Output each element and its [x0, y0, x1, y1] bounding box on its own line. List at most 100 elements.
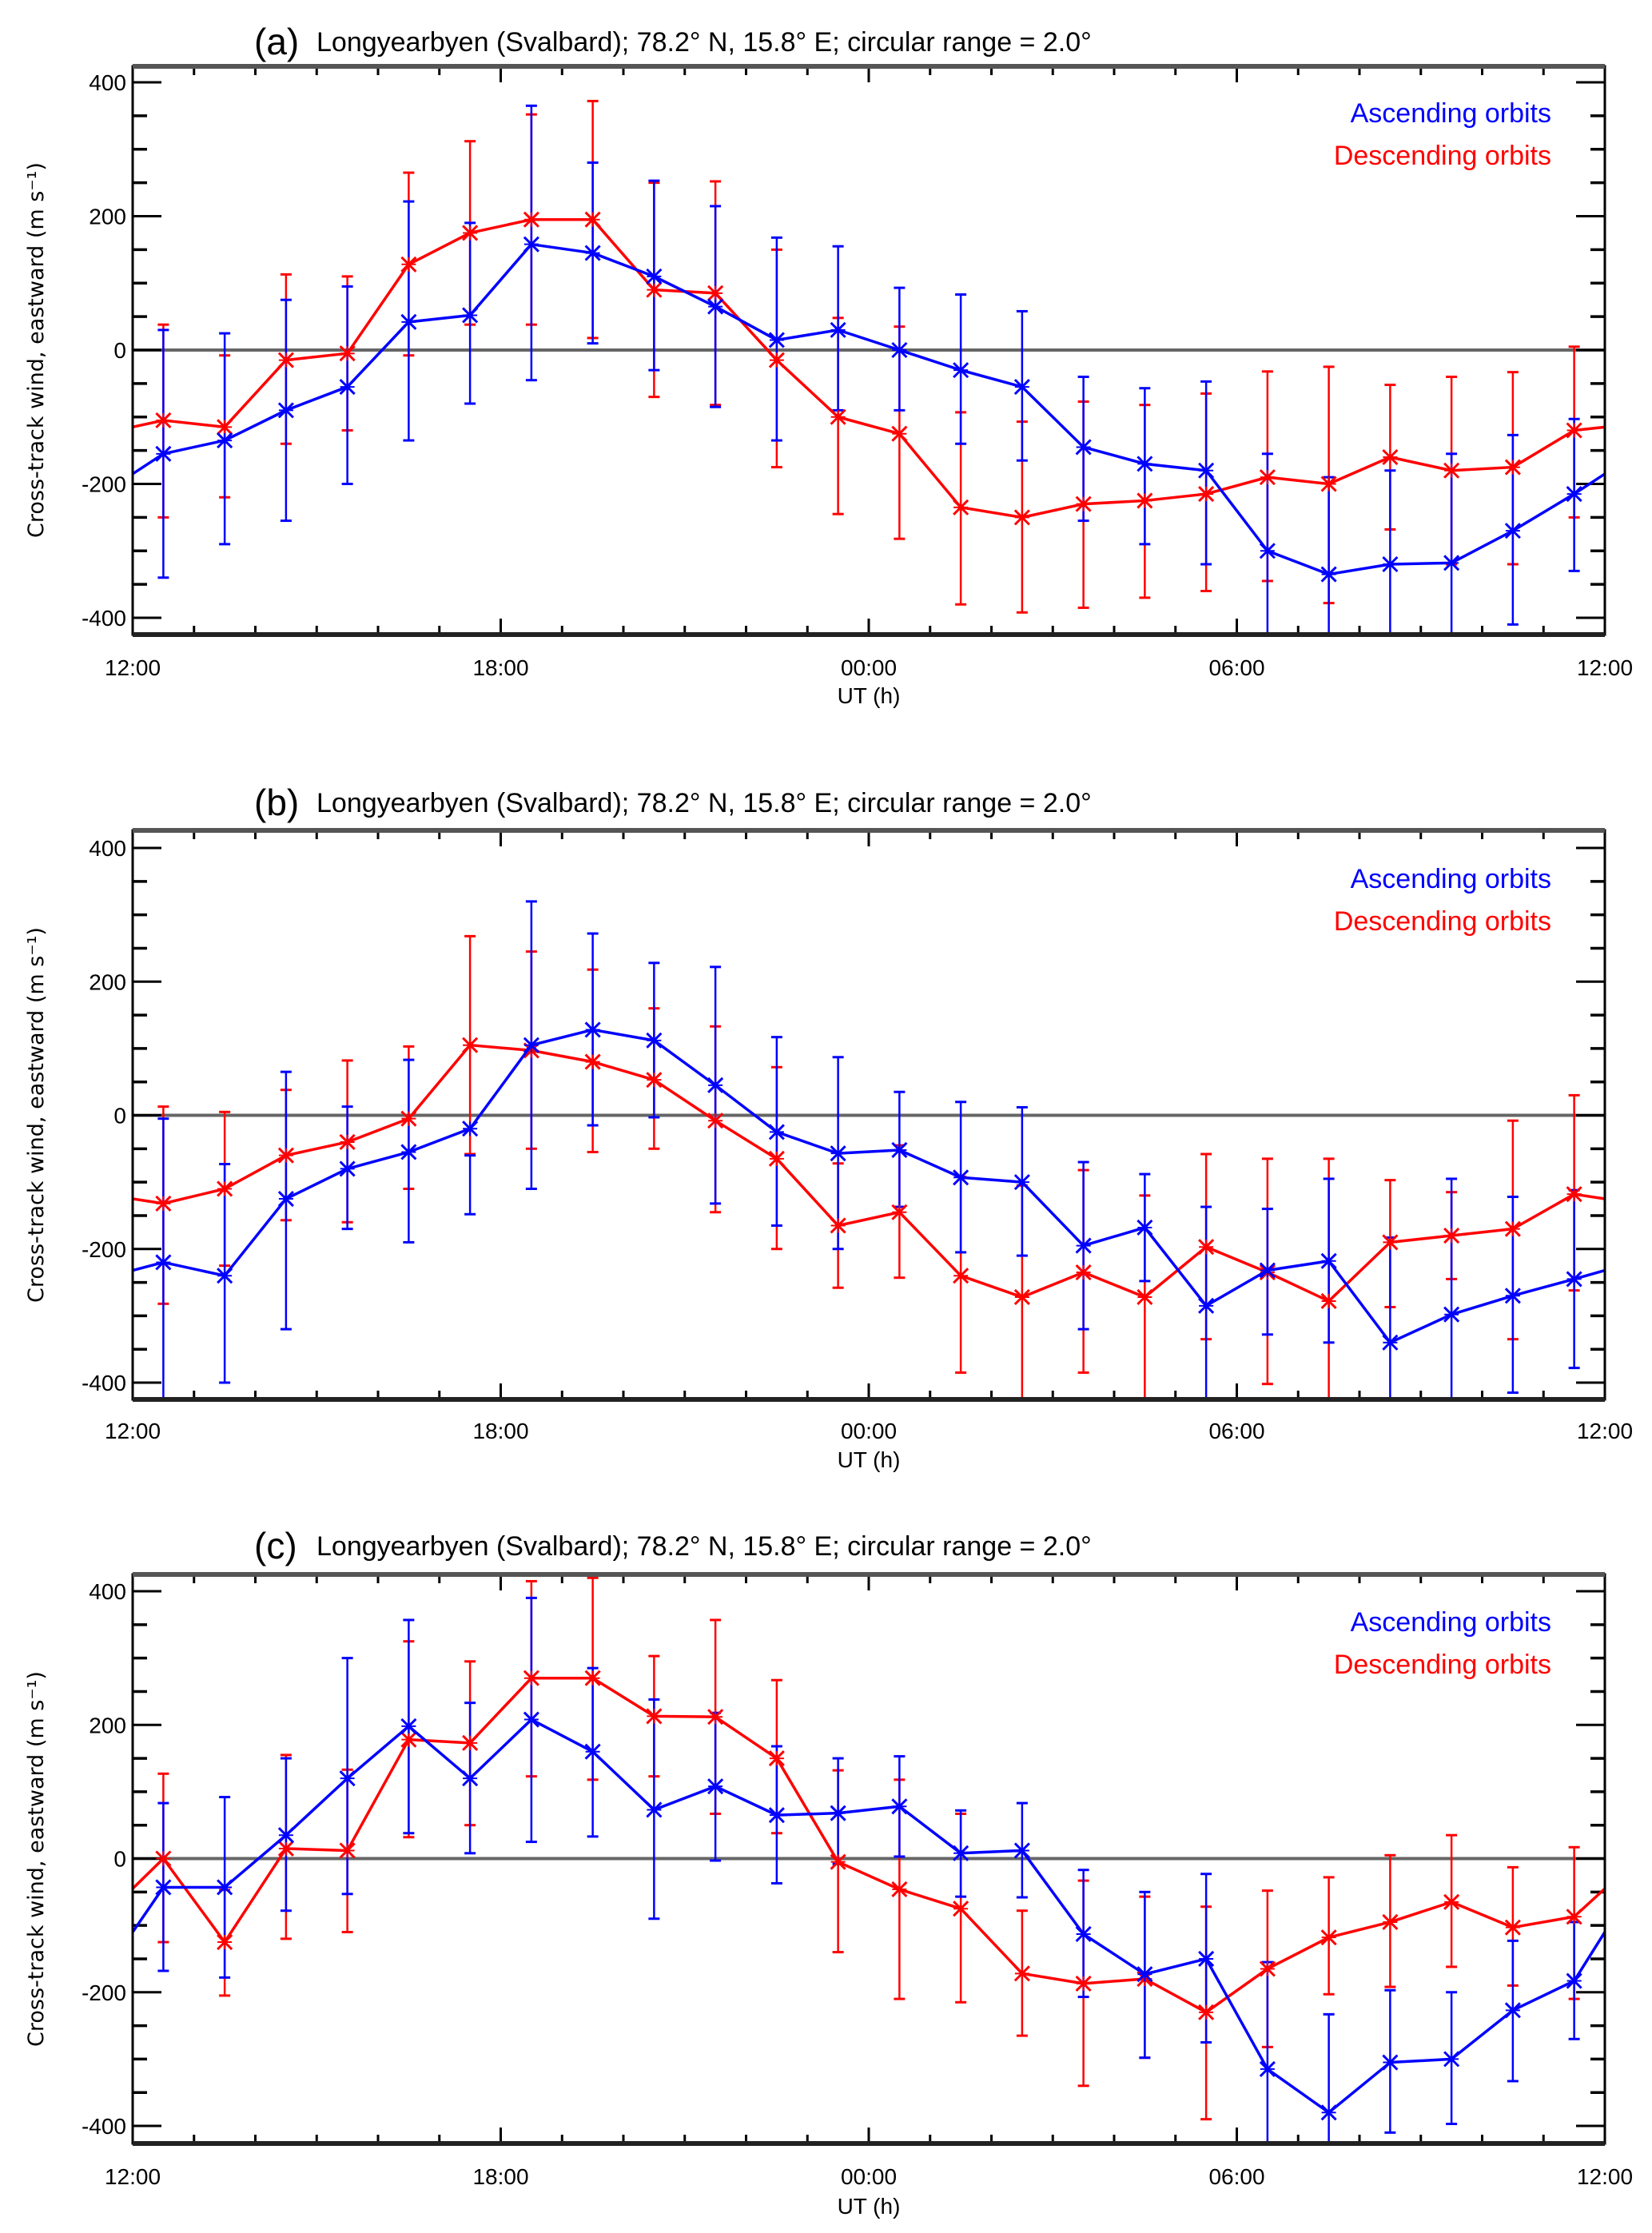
legend-ascending: Ascending orbits [1351, 98, 1551, 129]
descending-data-point [155, 1850, 172, 1867]
legend-descending: Descending orbits [1334, 906, 1551, 937]
ascending-data-point [1443, 2051, 1460, 2068]
ascending-data-point [277, 402, 294, 419]
descending-data-point [953, 1268, 969, 1284]
chart-panel-b: (b) Longyearbyen (Svalbard); 78.2° N, 15.… [24, 782, 1633, 1472]
x-tick-label: 00:00 [841, 1419, 897, 1443]
descending-data-point [1504, 1220, 1521, 1237]
x-axis-label: UT (h) [838, 2194, 901, 2219]
data-layer [133, 900, 1605, 1399]
ascending-data-point [584, 245, 601, 261]
ascending-data-point [768, 332, 785, 348]
descending-data-point [462, 225, 479, 241]
ascending-data-point [584, 1021, 601, 1038]
descending-data-point [1443, 1893, 1460, 1910]
ascending-data-point [1320, 566, 1337, 583]
data-layer [133, 99, 1605, 635]
descending-data-point [1075, 1975, 1092, 1992]
x-tick-label: 12:00 [1577, 655, 1633, 680]
ascending-data-point [830, 1805, 846, 1821]
ascending-data-point [1504, 1288, 1521, 1304]
ascending-data-point [1504, 523, 1521, 539]
ascending-data-point [277, 1190, 294, 1208]
descending-series-line [133, 1676, 1605, 2014]
descending-data-point [830, 1217, 846, 1234]
x-tick-label: 12:00 [105, 2164, 161, 2189]
ascending-data-point [1566, 1972, 1582, 1989]
ascending-data-point [1382, 555, 1399, 573]
ascending-data-point [462, 1120, 479, 1137]
ascending-data-point [646, 268, 663, 285]
x-tick-label: 12:00 [1577, 2164, 1633, 2189]
x-axis-label: UT (h) [838, 1447, 901, 1472]
descending-data-point [1382, 1234, 1399, 1251]
descending-data-point [707, 285, 724, 301]
descending-data-point [217, 1180, 233, 1197]
ascending-data-point [1382, 2054, 1399, 2071]
descending-data-point [646, 1708, 663, 1725]
descending-data-point [584, 1053, 601, 1070]
descending-data-point [1259, 469, 1276, 486]
y-tick-label: -400 [82, 2114, 126, 2139]
y-tick-label: 200 [89, 205, 126, 229]
descending-data-point [1504, 1919, 1521, 1936]
descending-data-point [277, 352, 294, 368]
legend-ascending: Ascending orbits [1351, 864, 1551, 894]
x-tick-label: 18:00 [472, 2164, 528, 2189]
x-tick-label: 00:00 [841, 655, 897, 680]
ascending-data-point [400, 313, 417, 330]
ascending-data-point [830, 1145, 846, 1162]
ascending-data-point [1443, 1306, 1460, 1323]
ascending-data-point [523, 1037, 539, 1053]
descending-data-point [523, 211, 539, 228]
descending-data-point [1198, 2004, 1215, 2020]
ascending-data-point [155, 1879, 172, 1896]
descending-data-point [768, 352, 785, 368]
data-layer [133, 1576, 1605, 2143]
ascending-data-point [277, 1827, 294, 1844]
ascending-data-point [891, 1798, 908, 1815]
ascending-data-point [584, 1743, 601, 1760]
descending-data-point [1075, 496, 1092, 512]
ascending-data-point [339, 1160, 356, 1177]
ascending-data-point [646, 1801, 663, 1818]
descending-data-point [400, 256, 417, 273]
ascending-data-point [523, 236, 539, 253]
ascending-data-point [707, 298, 724, 315]
ascending-data-point [707, 1077, 724, 1093]
descending-series-line [133, 1043, 1605, 1303]
ascending-data-point [1013, 379, 1030, 396]
ascending-data-point [1075, 1925, 1092, 1943]
y-tick-label: 400 [89, 1579, 126, 1604]
ascending-data-point [707, 1778, 724, 1795]
y-axis-label: Cross-track wind, eastward (m s⁻¹) [24, 927, 49, 1303]
descending-data-point [462, 1734, 479, 1751]
descending-data-point [1259, 1960, 1276, 1977]
descending-data-point [339, 1842, 356, 1859]
descending-data-point [277, 1840, 294, 1857]
descending-data-point [830, 1853, 846, 1870]
chart-panel-c: (c) Longyearbyen (Svalbard); 78.2° N, 15.… [24, 1525, 1633, 2219]
descending-data-point [584, 1670, 601, 1686]
descending-data-point [768, 1150, 785, 1167]
ascending-data-point [339, 379, 356, 396]
y-tick-label: 200 [89, 969, 126, 994]
y-tick-label: 0 [113, 1104, 126, 1128]
ascending-data-point [891, 341, 908, 359]
y-tick-label: -200 [82, 1237, 126, 1262]
ascending-data-point [768, 1807, 785, 1824]
ascending-data-point [1566, 486, 1582, 503]
y-tick-label: -200 [82, 1980, 126, 2005]
ascending-data-point [768, 1124, 785, 1140]
descending-data-point [707, 1709, 724, 1726]
x-tick-label: 00:00 [841, 2164, 897, 2189]
descending-data-point [1136, 492, 1153, 509]
ascending-data-point [1075, 1237, 1092, 1254]
ascending-data-point [1504, 2002, 1521, 2019]
descending-data-point [1075, 1264, 1092, 1281]
ascending-data-point [400, 1718, 417, 1734]
ascending-data-point [217, 1268, 233, 1284]
descending-data-point [953, 499, 969, 515]
ascending-series-line [133, 1028, 1605, 1344]
descending-data-point [1198, 486, 1215, 503]
